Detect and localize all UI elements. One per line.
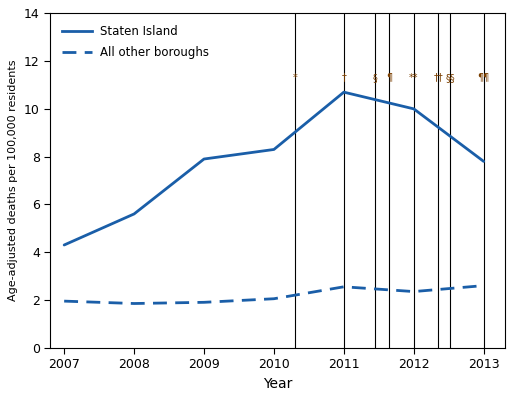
X-axis label: Year: Year [263,377,292,391]
Text: ¶¶: ¶¶ [478,73,490,83]
Text: §§: §§ [445,73,455,83]
Y-axis label: Age-adjusted deaths per 100,000 residents: Age-adjusted deaths per 100,000 resident… [8,60,18,301]
Text: †: † [342,73,346,83]
Text: ¶: ¶ [386,73,392,83]
Text: *: * [292,73,297,83]
Text: §: § [373,73,378,83]
Text: **: ** [409,73,419,83]
Text: ††: †† [433,73,443,83]
Legend: Staten Island, All other boroughs: Staten Island, All other boroughs [56,19,214,65]
